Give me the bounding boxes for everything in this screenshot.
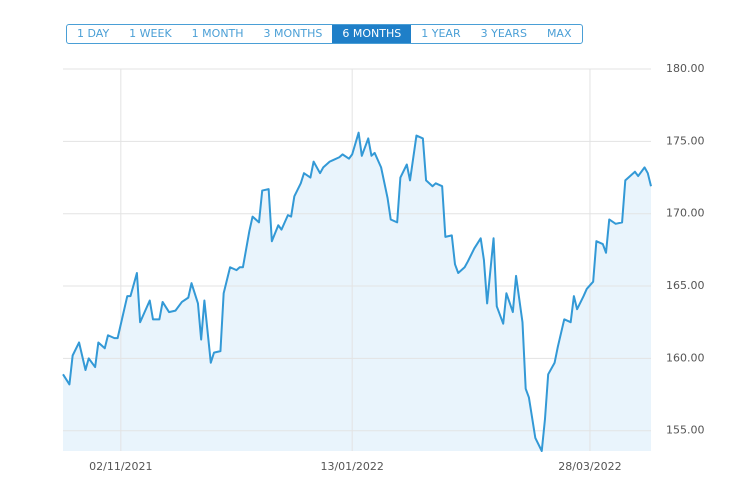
y-tick-label: 165.00 — [666, 279, 705, 292]
range-selector: 1 DAY 1 WEEK 1 MONTH 3 MONTHS 6 MONTHS 1 YEAR… — [66, 24, 583, 44]
range-button[interactable]: 1 DAY — [77, 27, 110, 40]
y-tick-label: 155.00 — [666, 424, 705, 437]
y-tick-label: 180.00 — [666, 62, 705, 75]
y-tick-label: 170.00 — [666, 207, 705, 220]
y-tick-label: 175.00 — [666, 134, 705, 147]
range-button[interactable]: 3 YEARS — [480, 27, 527, 40]
range-button[interactable]: 1 MONTH — [191, 27, 244, 40]
range-button[interactable]: 1 WEEK — [129, 27, 172, 40]
line — [62, 131, 652, 452]
area — [63, 132, 651, 452]
range-button[interactable]: MAX — [546, 27, 572, 40]
x-tick-label: 13/01/2022 — [320, 460, 383, 473]
y-tick-label: 160.00 — [666, 351, 705, 364]
range-button[interactable]: 1 YEAR — [421, 27, 461, 40]
range-button[interactable]: 3 MONTHS — [263, 27, 323, 40]
x-tick-label: 28/03/2022 — [558, 460, 621, 473]
x-tick-label: 02/11/2021 — [89, 460, 152, 473]
range-button[interactable]: 6 MONTHS — [332, 25, 412, 43]
